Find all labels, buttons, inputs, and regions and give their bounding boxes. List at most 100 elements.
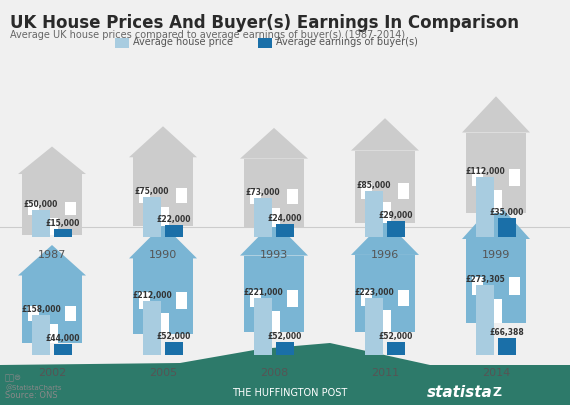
Polygon shape <box>129 127 197 158</box>
FancyBboxPatch shape <box>165 226 183 237</box>
Polygon shape <box>0 343 570 405</box>
FancyBboxPatch shape <box>379 203 391 223</box>
FancyBboxPatch shape <box>258 39 272 49</box>
Text: Average earnings of buyer(s): Average earnings of buyer(s) <box>276 37 418 47</box>
Text: £44,000: £44,000 <box>46 333 80 342</box>
Text: 2014: 2014 <box>482 367 510 377</box>
FancyBboxPatch shape <box>287 290 298 307</box>
Text: £52,000: £52,000 <box>157 331 191 340</box>
Text: £75,000: £75,000 <box>135 186 169 195</box>
FancyBboxPatch shape <box>32 211 50 237</box>
FancyBboxPatch shape <box>176 292 187 309</box>
FancyBboxPatch shape <box>250 190 261 205</box>
FancyBboxPatch shape <box>509 169 520 187</box>
Text: £158,000: £158,000 <box>21 304 61 313</box>
Text: £212,000: £212,000 <box>132 290 172 299</box>
FancyBboxPatch shape <box>387 222 405 237</box>
Polygon shape <box>351 119 419 151</box>
FancyBboxPatch shape <box>365 192 383 237</box>
Text: Source: ONS: Source: ONS <box>5 390 58 399</box>
Text: £29,000: £29,000 <box>378 211 413 220</box>
FancyBboxPatch shape <box>355 255 415 332</box>
Text: @StatistaCharts: @StatistaCharts <box>5 384 62 390</box>
FancyBboxPatch shape <box>54 344 72 355</box>
Polygon shape <box>18 147 86 175</box>
Text: £22,000: £22,000 <box>157 215 192 224</box>
FancyBboxPatch shape <box>46 324 58 343</box>
Text: £15,000: £15,000 <box>46 218 80 227</box>
FancyBboxPatch shape <box>254 298 272 355</box>
FancyBboxPatch shape <box>115 39 129 49</box>
FancyBboxPatch shape <box>398 290 409 307</box>
Text: £52,000: £52,000 <box>268 331 302 340</box>
Polygon shape <box>462 97 530 133</box>
FancyBboxPatch shape <box>65 306 76 321</box>
FancyBboxPatch shape <box>365 298 383 355</box>
Text: 1993: 1993 <box>260 249 288 259</box>
FancyBboxPatch shape <box>466 239 526 323</box>
Text: £24,000: £24,000 <box>268 213 302 223</box>
Polygon shape <box>351 221 419 255</box>
FancyBboxPatch shape <box>22 175 82 236</box>
Text: ⒸⒾ⊜: ⒸⒾ⊜ <box>5 373 22 382</box>
FancyBboxPatch shape <box>54 229 72 237</box>
Text: £112,000: £112,000 <box>465 166 505 175</box>
FancyBboxPatch shape <box>509 277 520 296</box>
FancyBboxPatch shape <box>498 219 516 237</box>
FancyBboxPatch shape <box>379 311 391 332</box>
FancyBboxPatch shape <box>472 277 483 296</box>
FancyBboxPatch shape <box>361 183 372 199</box>
FancyBboxPatch shape <box>139 292 150 309</box>
FancyBboxPatch shape <box>387 342 405 355</box>
FancyBboxPatch shape <box>268 208 280 227</box>
FancyBboxPatch shape <box>254 198 272 237</box>
Text: £66,388: £66,388 <box>490 327 524 336</box>
FancyBboxPatch shape <box>398 183 409 199</box>
FancyBboxPatch shape <box>276 342 294 355</box>
Polygon shape <box>240 128 308 159</box>
Text: Z: Z <box>492 386 502 399</box>
FancyBboxPatch shape <box>133 259 193 334</box>
Text: 2011: 2011 <box>371 367 399 377</box>
FancyBboxPatch shape <box>157 207 169 227</box>
Polygon shape <box>240 222 308 256</box>
FancyBboxPatch shape <box>276 225 294 237</box>
Text: £223,000: £223,000 <box>354 287 394 296</box>
Text: 1987: 1987 <box>38 249 66 259</box>
Text: £273,305: £273,305 <box>465 274 505 283</box>
FancyBboxPatch shape <box>466 133 526 213</box>
Text: Average house price: Average house price <box>133 37 233 47</box>
FancyBboxPatch shape <box>287 190 298 205</box>
FancyBboxPatch shape <box>133 158 193 227</box>
Text: UK House Prices And Buyer(s) Earnings In Comparison: UK House Prices And Buyer(s) Earnings In… <box>10 14 519 32</box>
Text: £221,000: £221,000 <box>243 288 283 297</box>
FancyBboxPatch shape <box>355 151 415 223</box>
Text: 1999: 1999 <box>482 249 510 259</box>
FancyBboxPatch shape <box>46 218 58 236</box>
FancyBboxPatch shape <box>157 313 169 334</box>
Text: 1990: 1990 <box>149 249 177 259</box>
Polygon shape <box>18 245 86 276</box>
FancyBboxPatch shape <box>490 191 502 213</box>
FancyBboxPatch shape <box>165 342 183 355</box>
Text: £50,000: £50,000 <box>24 200 58 209</box>
FancyBboxPatch shape <box>28 306 39 321</box>
Polygon shape <box>129 225 197 259</box>
Text: 2005: 2005 <box>149 367 177 377</box>
FancyBboxPatch shape <box>28 202 39 215</box>
FancyBboxPatch shape <box>22 276 82 343</box>
FancyBboxPatch shape <box>490 300 502 323</box>
FancyBboxPatch shape <box>244 256 304 333</box>
Polygon shape <box>462 202 530 239</box>
Text: £85,000: £85,000 <box>357 181 391 190</box>
Text: £73,000: £73,000 <box>246 188 280 196</box>
FancyBboxPatch shape <box>268 311 280 333</box>
Text: THE HUFFINGTON POST: THE HUFFINGTON POST <box>233 387 348 397</box>
FancyBboxPatch shape <box>143 197 161 237</box>
FancyBboxPatch shape <box>143 301 161 355</box>
Text: 2008: 2008 <box>260 367 288 377</box>
Text: 1996: 1996 <box>371 249 399 259</box>
FancyBboxPatch shape <box>32 315 50 355</box>
Text: statista: statista <box>427 385 493 399</box>
Text: 2002: 2002 <box>38 367 66 377</box>
